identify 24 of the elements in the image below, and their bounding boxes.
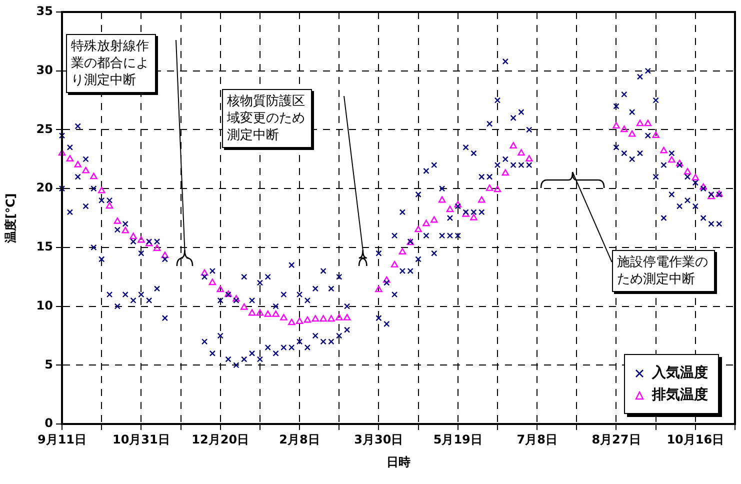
x-tick-label: 2月8日	[279, 432, 320, 446]
y-tick-label: 25	[36, 122, 53, 136]
y-tick-label: 35	[36, 4, 53, 18]
y-tick-label: 15	[36, 240, 53, 254]
annotation: 施設停電作業のため測定中断	[612, 250, 715, 292]
annotation: 核物質防護区域変更のため測定中断	[222, 89, 312, 148]
x-tick-label: 7月8日	[516, 432, 558, 446]
x-tick-label: 5月19日	[433, 432, 482, 446]
x-tick-label: 8月27日	[592, 432, 641, 446]
x-tick-label: 9月11日	[37, 432, 87, 446]
x-axis-title: 日時	[386, 454, 410, 469]
y-tick-label: 5	[44, 357, 53, 372]
y-tick-label: 20	[36, 180, 53, 195]
x-tick-label: 12月20日	[192, 432, 250, 446]
legend-label: 入気温度	[652, 364, 708, 382]
x-tick-label: 10月16日	[666, 432, 724, 446]
y-tick-label: 0	[44, 416, 53, 430]
x-tick-label: 3月30日	[354, 432, 404, 446]
y-axis-title: 温度[℃]	[3, 193, 18, 244]
legend-label: 排気温度	[652, 386, 708, 404]
annotation: 特殊放射線作業の都合により測定中断	[66, 34, 156, 93]
y-tick-label: 30	[36, 62, 53, 77]
y-tick-label: 10	[36, 298, 53, 312]
x-tick-label: 10月31日	[112, 432, 170, 446]
